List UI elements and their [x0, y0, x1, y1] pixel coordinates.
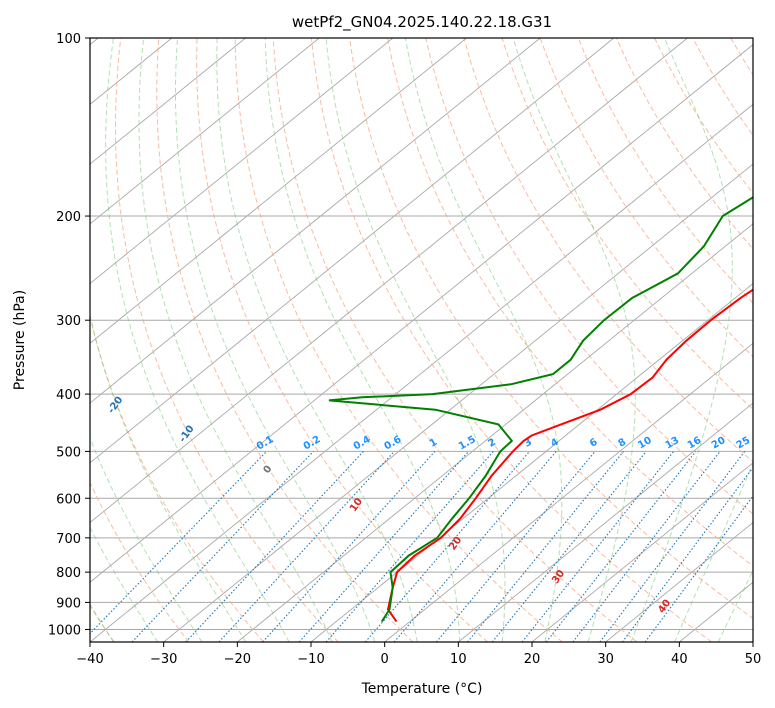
y-tick-label: 100 — [56, 32, 81, 47]
profile-lines — [328, 196, 753, 623]
dry-adiabat-line — [539, 38, 753, 358]
dry-adiabat-line — [272, 38, 638, 642]
isotherm-line — [90, 103, 753, 642]
x-axis-title: Temperature (°C) — [361, 681, 483, 697]
dry-adiabat-label: -30 — [39, 362, 58, 383]
dry-adiabat-line — [769, 38, 775, 642]
x-tick-label: −10 — [297, 652, 324, 667]
isotherm-line — [90, 38, 467, 344]
y-tick-label: 800 — [56, 566, 81, 581]
mixing-ratio-line — [572, 451, 721, 642]
mixing-ratio-line — [90, 451, 267, 635]
mixing-ratio-line — [325, 451, 494, 642]
mixing-ratio-label: 2 — [486, 437, 498, 450]
plot-frame — [89, 37, 754, 643]
moist-adiabat-line — [325, 38, 506, 642]
dry-adiabat-line — [463, 38, 753, 463]
isotherm-line — [90, 38, 541, 404]
mixing-ratio-line — [435, 451, 596, 642]
dry-adiabat-line — [577, 38, 753, 304]
moist-adiabat-line — [90, 436, 203, 642]
moist-adiabat-line — [138, 38, 333, 642]
mixing-ratio-line — [644, 495, 753, 642]
moist-adiabat-line — [216, 38, 418, 642]
mixing-ratio-label: 1 — [428, 437, 440, 450]
x-tick-label: 50 — [745, 652, 762, 667]
x-axis: −40 −30 −20 −10 0 10 20 30 40 50 — [76, 642, 761, 667]
y-tick-label: 400 — [56, 388, 81, 403]
isotherm-line — [458, 402, 753, 642]
isotherm-line — [90, 38, 615, 464]
dry-adiabat-line — [310, 38, 713, 642]
dewpoint-profile — [328, 196, 753, 623]
mixing-ratio-line — [218, 451, 395, 642]
x-tick-label: 20 — [524, 652, 541, 667]
mixing-ratio-line — [621, 466, 753, 642]
isotherm-line — [90, 38, 320, 225]
y-tick-label: 300 — [56, 314, 81, 329]
moist-adiabat-line — [630, 38, 733, 642]
chart-title: wetPf2_GN04.2025.140.22.18.G31 — [292, 13, 552, 32]
moist-adiabat-line — [90, 526, 159, 642]
moist-adiabat-line — [264, 38, 461, 642]
moist-adiabat-line — [175, 38, 376, 642]
isotherm-line — [163, 163, 753, 642]
isotherm-line — [90, 38, 688, 524]
isotherm-line — [384, 342, 753, 642]
mixing-ratio-line — [262, 451, 436, 642]
dry-adiabat-line — [349, 38, 753, 620]
mixing-ratio-label: 4 — [549, 437, 561, 450]
y-tick-label: 200 — [56, 210, 81, 225]
y-tick-label: 600 — [56, 492, 81, 507]
moist-adiabat-line — [674, 462, 753, 642]
moist-adiabat-line — [90, 313, 247, 642]
isotherm-line — [90, 44, 753, 583]
isotherm-line — [752, 641, 753, 642]
isotherm-line — [237, 223, 753, 642]
moist-adiabat-line — [404, 38, 563, 642]
x-tick-label: −40 — [76, 652, 103, 667]
dry-adiabat-line — [196, 38, 488, 642]
y-axis-title: Pressure (hPa) — [12, 290, 28, 390]
mixing-ratio-label: 8 — [617, 437, 629, 450]
isotherm-line — [531, 462, 753, 642]
background-lines — [90, 38, 775, 642]
mixing-ratio-label: 30 — [755, 435, 773, 452]
mixing-ratio-line — [298, 451, 469, 642]
dry-adiabat-line — [90, 481, 190, 642]
y-tick-label: 1000 — [48, 623, 81, 638]
y-tick-label: 900 — [56, 596, 81, 611]
mixing-ratio-line — [467, 451, 624, 642]
mixing-ratio-line — [185, 451, 364, 642]
mixing-ratio-label: 6 — [588, 437, 600, 450]
y-tick-label: 500 — [56, 445, 81, 460]
mixing-ratio-label: 3 — [523, 437, 535, 450]
mixing-ratio-line — [491, 451, 647, 642]
moist-adiabat-line — [105, 38, 290, 642]
x-tick-label: 40 — [671, 652, 688, 667]
x-tick-label: −20 — [224, 652, 251, 667]
x-tick-label: 10 — [450, 652, 467, 667]
dry-adiabat-line — [156, 38, 414, 642]
moist-adiabat-line — [512, 38, 636, 642]
x-tick-label: 30 — [597, 652, 614, 667]
x-tick-label: 0 — [381, 652, 389, 667]
temperature-profile — [386, 288, 753, 623]
y-axis: 100 200 300 400 500 600 700 800 900 1000 — [48, 32, 90, 638]
isotherm-line — [90, 38, 246, 165]
x-tick-label: −30 — [150, 652, 177, 667]
dry-adiabat-line — [425, 38, 753, 515]
y-tick-label: 700 — [56, 532, 81, 547]
mixing-ratio-line — [599, 451, 746, 642]
isotherm-line — [90, 38, 394, 285]
isotherm-line — [605, 521, 753, 642]
dry-adiabat-line — [234, 38, 563, 642]
